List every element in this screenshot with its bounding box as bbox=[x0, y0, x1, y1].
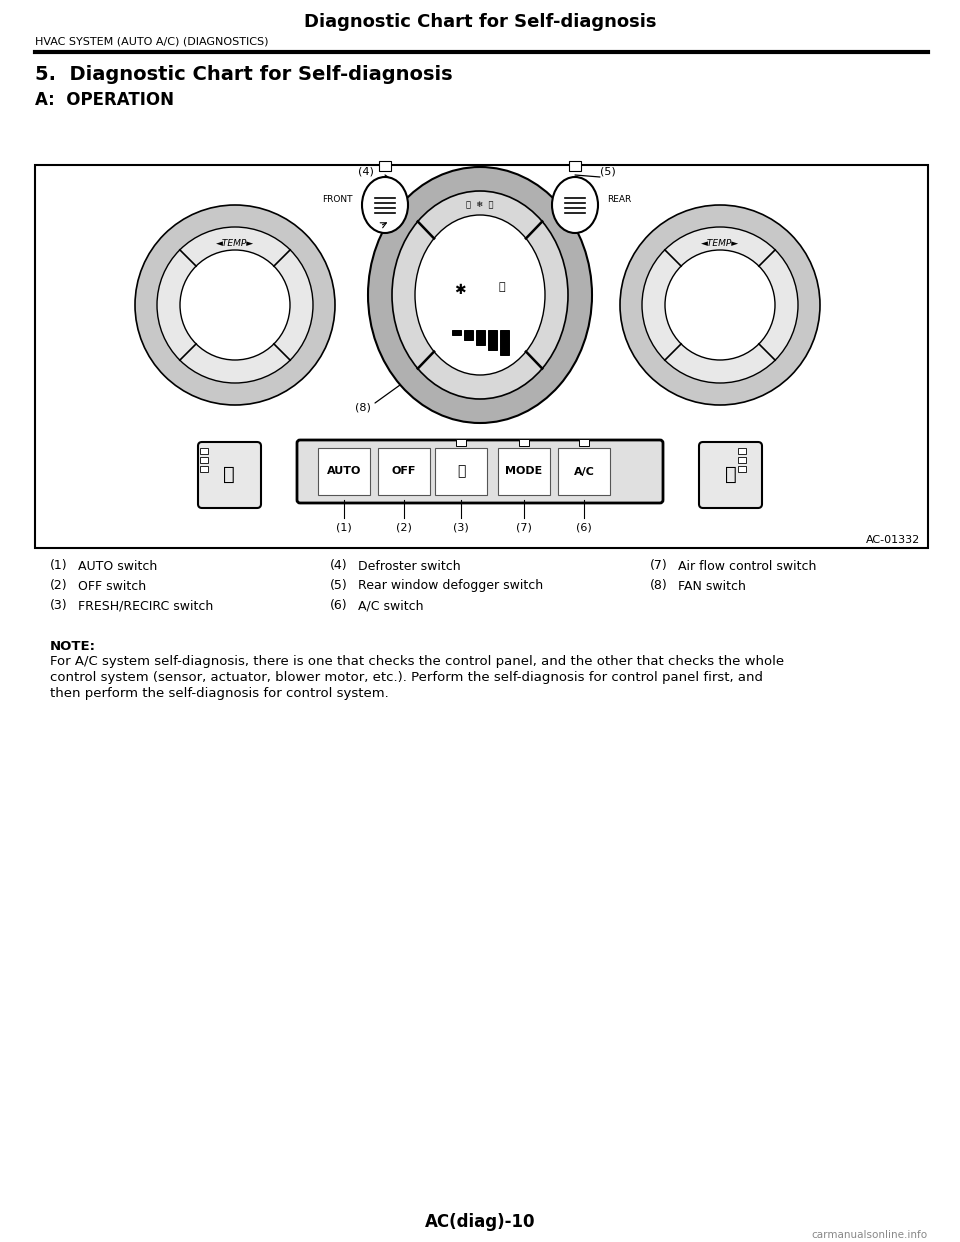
Bar bbox=[456, 438, 466, 446]
Text: ◄TEMP►: ◄TEMP► bbox=[701, 238, 739, 247]
Bar bbox=[558, 448, 610, 496]
Text: Rear window defogger switch: Rear window defogger switch bbox=[358, 580, 543, 592]
Text: 5.  Diagnostic Chart for Self-diagnosis: 5. Diagnostic Chart for Self-diagnosis bbox=[35, 66, 452, 84]
Text: (6): (6) bbox=[576, 523, 592, 533]
Circle shape bbox=[642, 227, 798, 383]
Text: ◄TEMP►: ◄TEMP► bbox=[216, 238, 254, 247]
Bar bbox=[200, 457, 208, 463]
Text: FRONT: FRONT bbox=[323, 195, 353, 205]
Text: MODE: MODE bbox=[505, 467, 542, 477]
Circle shape bbox=[135, 205, 335, 405]
Ellipse shape bbox=[368, 166, 592, 424]
Text: A:  OPERATION: A: OPERATION bbox=[35, 91, 174, 109]
Bar bbox=[318, 448, 370, 496]
Text: (7): (7) bbox=[516, 523, 532, 533]
Bar bbox=[476, 330, 485, 345]
Text: 🪑: 🪑 bbox=[725, 465, 737, 483]
Ellipse shape bbox=[415, 215, 545, 375]
Text: OFF: OFF bbox=[392, 467, 417, 477]
Text: Air flow control switch: Air flow control switch bbox=[678, 559, 816, 573]
Bar bbox=[579, 438, 589, 446]
Text: carmanualsonline.info: carmanualsonline.info bbox=[812, 1230, 928, 1240]
Text: (5): (5) bbox=[600, 166, 615, 178]
Bar bbox=[488, 330, 497, 350]
Bar bbox=[200, 448, 208, 455]
Bar bbox=[500, 330, 509, 355]
Text: 🌡: 🌡 bbox=[498, 282, 505, 292]
Bar bbox=[738, 448, 746, 455]
Text: FAN switch: FAN switch bbox=[678, 580, 746, 592]
Text: REAR: REAR bbox=[607, 195, 632, 205]
Bar bbox=[464, 330, 473, 340]
Bar bbox=[569, 161, 581, 171]
Text: (3): (3) bbox=[453, 523, 468, 533]
Text: Diagnostic Chart for Self-diagnosis: Diagnostic Chart for Self-diagnosis bbox=[303, 12, 657, 31]
Text: (4): (4) bbox=[330, 559, 348, 573]
Text: AC(diag)-10: AC(diag)-10 bbox=[424, 1213, 536, 1231]
Bar bbox=[452, 330, 461, 335]
Ellipse shape bbox=[552, 178, 598, 233]
Circle shape bbox=[180, 250, 290, 360]
Text: (2): (2) bbox=[50, 580, 67, 592]
Circle shape bbox=[157, 227, 313, 383]
Bar bbox=[200, 466, 208, 472]
Ellipse shape bbox=[392, 191, 568, 399]
Bar bbox=[35, 165, 928, 548]
Text: AUTO: AUTO bbox=[326, 467, 361, 477]
Text: ✱: ✱ bbox=[454, 283, 466, 297]
Bar bbox=[738, 457, 746, 463]
Bar bbox=[378, 448, 430, 496]
FancyBboxPatch shape bbox=[198, 442, 261, 508]
Text: 🪑: 🪑 bbox=[223, 465, 235, 483]
Text: ⥱  ❄  ⥲: ⥱ ❄ ⥲ bbox=[467, 200, 493, 210]
Text: A/C: A/C bbox=[573, 467, 594, 477]
Circle shape bbox=[620, 205, 820, 405]
Bar bbox=[379, 161, 391, 171]
Text: AUTO switch: AUTO switch bbox=[78, 559, 157, 573]
Bar bbox=[738, 466, 746, 472]
FancyBboxPatch shape bbox=[699, 442, 762, 508]
Text: HVAC SYSTEM (AUTO A/C) (DIAGNOSTICS): HVAC SYSTEM (AUTO A/C) (DIAGNOSTICS) bbox=[35, 37, 269, 47]
Text: (3): (3) bbox=[50, 600, 67, 612]
Bar bbox=[498, 448, 550, 496]
Text: (7): (7) bbox=[650, 559, 668, 573]
Text: (5): (5) bbox=[330, 580, 348, 592]
Text: (4): (4) bbox=[358, 166, 373, 178]
Text: (8): (8) bbox=[650, 580, 668, 592]
Text: (8): (8) bbox=[355, 402, 371, 414]
Text: ⛟: ⛟ bbox=[457, 465, 466, 478]
Text: control system (sensor, actuator, blower motor, etc.). Perform the self-diagnosi: control system (sensor, actuator, blower… bbox=[50, 671, 763, 684]
Circle shape bbox=[665, 250, 775, 360]
Text: FRESH/RECIRC switch: FRESH/RECIRC switch bbox=[78, 600, 213, 612]
Text: NOTE:: NOTE: bbox=[50, 640, 96, 653]
Text: A/C switch: A/C switch bbox=[358, 600, 423, 612]
Text: (6): (6) bbox=[330, 600, 348, 612]
Bar bbox=[435, 448, 487, 496]
Ellipse shape bbox=[362, 178, 408, 233]
FancyBboxPatch shape bbox=[297, 440, 663, 503]
Text: OFF switch: OFF switch bbox=[78, 580, 146, 592]
Text: (2): (2) bbox=[396, 523, 412, 533]
Text: Defroster switch: Defroster switch bbox=[358, 559, 461, 573]
Text: For A/C system self-diagnosis, there is one that checks the control panel, and t: For A/C system self-diagnosis, there is … bbox=[50, 655, 784, 668]
Text: AC-01332: AC-01332 bbox=[866, 535, 920, 545]
Bar bbox=[519, 438, 529, 446]
Text: (1): (1) bbox=[50, 559, 67, 573]
Text: (1): (1) bbox=[336, 523, 352, 533]
Text: then perform the self-diagnosis for control system.: then perform the self-diagnosis for cont… bbox=[50, 687, 389, 700]
